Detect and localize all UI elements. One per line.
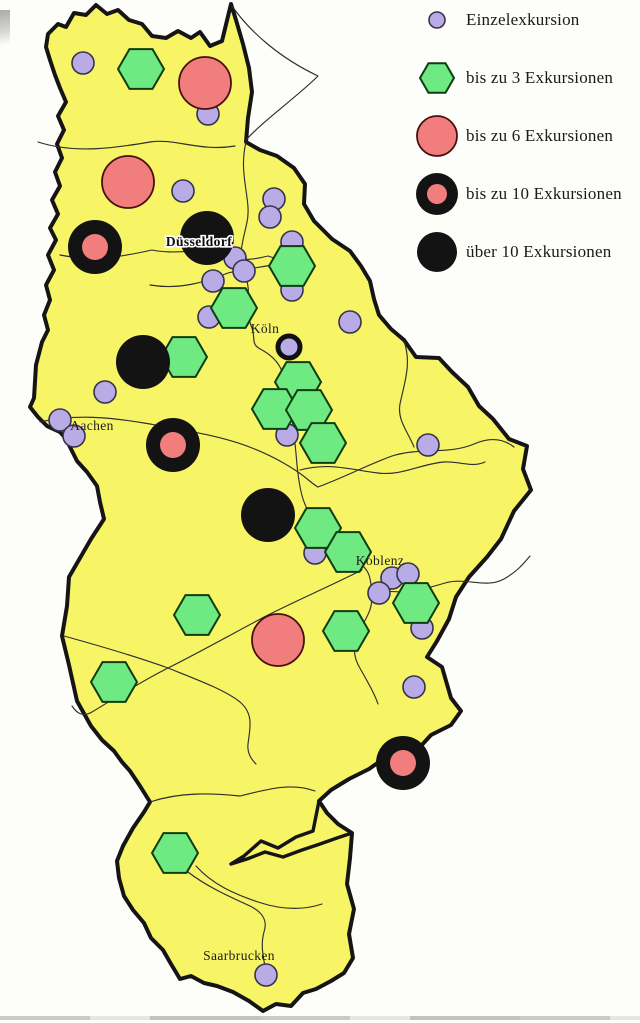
marker-hex (321, 610, 371, 652)
marker-ring (68, 220, 122, 274)
eifel-district-line (63, 635, 257, 765)
marker-single (71, 51, 95, 75)
marker-black (116, 335, 170, 389)
marker-pink (101, 155, 155, 209)
marker-hex (298, 422, 348, 464)
marker-ring (416, 173, 458, 215)
marker-single (201, 269, 225, 293)
marker-hex (209, 287, 259, 329)
city-label-aachen: Aachen (70, 418, 114, 433)
city-label-dsseldorf: Düsseldorf (166, 234, 232, 249)
up-to-3-excursions-icon (418, 62, 456, 94)
marker-ring (146, 418, 200, 472)
state-border-line (229, 799, 354, 866)
legend-item-ueber-10: über 10 Exkursionen (408, 223, 640, 281)
nrw-rlp-border-west (39, 416, 319, 488)
marker-black (417, 232, 457, 272)
marker-single (93, 380, 117, 404)
south-district-line (149, 786, 316, 803)
marker-single (258, 205, 282, 229)
city-label-saarbrucken: Saarbrucken (203, 948, 275, 963)
marker-hex (250, 388, 300, 430)
legend: Einzelexkursion bis zu 3 Exkursionen bis… (408, 0, 640, 281)
legend-label: bis zu 3 Exkursionen (466, 68, 614, 87)
city-label-koblenz: Koblenz (356, 553, 405, 568)
legend-item-bis-zu-3: bis zu 3 Exkursionen (408, 49, 640, 107)
marker-single (367, 581, 391, 605)
legend-label: bis zu 6 Exkursionen (466, 126, 614, 145)
up-to-10-excursions-icon (416, 173, 458, 215)
marker-hex (89, 661, 139, 703)
legend-label: Einzelexkursion (466, 10, 580, 29)
scan-artifact-corner (0, 10, 10, 48)
east-district-line (398, 340, 415, 448)
mosel-river-line (71, 569, 363, 716)
marker-single (232, 259, 256, 283)
marker-single (428, 11, 446, 29)
marker-single (402, 675, 426, 699)
single-excursion-icon (428, 11, 446, 29)
notch-river-line (231, 5, 319, 141)
city-label-kln: Köln (251, 321, 280, 336)
marker-hex (116, 48, 166, 90)
scan-artifact-bottom-edge (0, 1016, 640, 1020)
marker-hex (150, 832, 200, 874)
legend-item-bis-zu-6: bis zu 6 Exkursionen (408, 107, 640, 165)
marker-black (180, 211, 234, 265)
marker-black (241, 488, 295, 542)
legend-item-einzelexkursion: Einzelexkursion (408, 0, 640, 49)
marker-single (254, 963, 278, 987)
saarland-district-line (195, 865, 323, 909)
marker-pink (251, 613, 305, 667)
marker-pink (416, 115, 458, 157)
marker-hex (267, 245, 317, 287)
marker-ring (376, 736, 430, 790)
city-labels-group: Düsseldorf Köln Aachen Koblenz Saarbrucken (70, 232, 405, 963)
marker-hex (391, 582, 441, 624)
marker-single (62, 424, 86, 448)
district-line-north (37, 140, 236, 150)
legend-item-bis-zu-10: bis zu 10 Exkursionen (408, 165, 640, 223)
excursion-markers-group (48, 48, 441, 987)
marker-single (171, 179, 195, 203)
marker-single (338, 310, 362, 334)
marker-pink (178, 56, 232, 110)
up-to-6-excursions-icon (416, 115, 458, 157)
marker-single (275, 333, 303, 361)
marker-hex (323, 531, 373, 573)
legend-label: bis zu 10 Exkursionen (466, 184, 622, 203)
marker-single (48, 408, 72, 432)
marker-hex (418, 62, 456, 94)
legend-label: über 10 Exkursionen (466, 242, 612, 261)
sieg-river-line (299, 461, 486, 475)
over-10-excursions-icon (417, 232, 457, 272)
marker-hex (172, 594, 222, 636)
marker-single (416, 433, 440, 457)
